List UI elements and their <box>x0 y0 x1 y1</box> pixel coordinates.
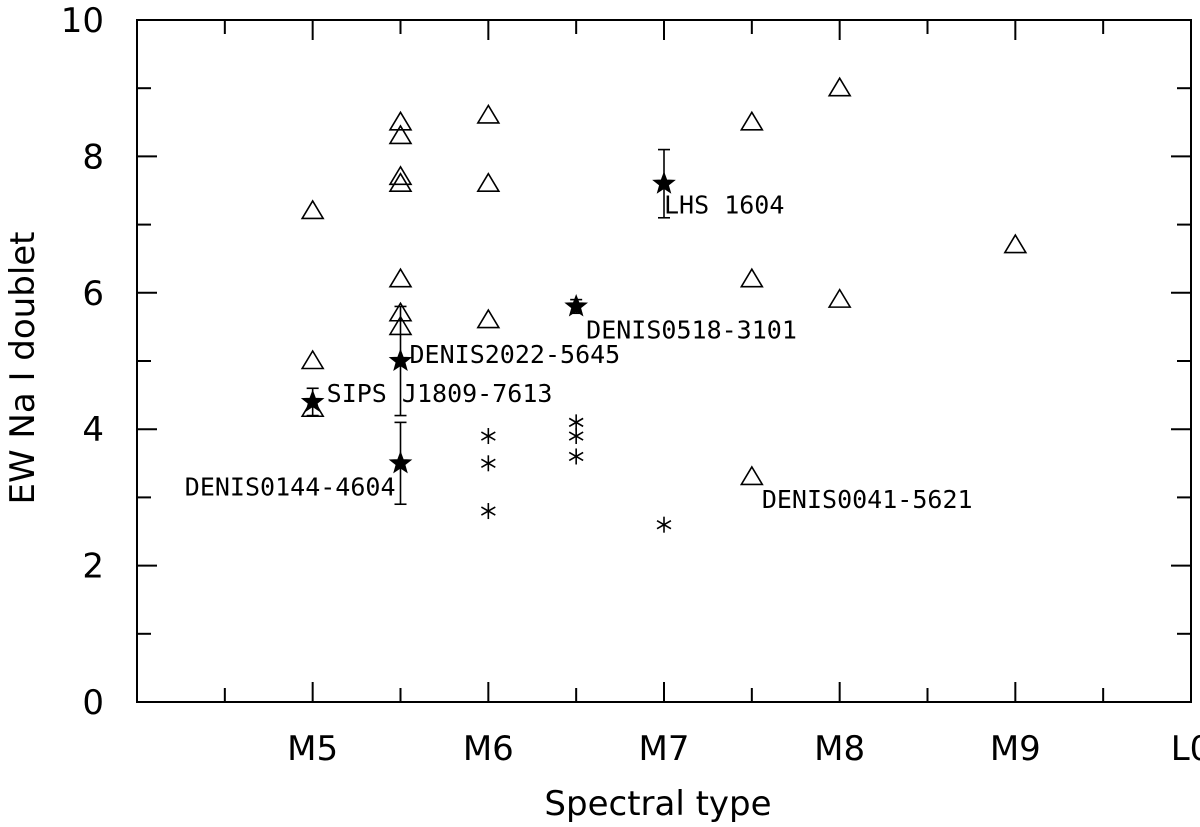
triangle-marker <box>388 165 413 186</box>
x-tick-label: M7 <box>639 729 690 769</box>
triangle-marker <box>388 301 413 322</box>
triangle-marker <box>300 349 325 370</box>
asterisk-marker <box>568 428 584 445</box>
data-markers <box>300 76 1028 533</box>
y-axis-title: EW Na I doublet <box>3 231 43 504</box>
asterisk-marker <box>656 516 672 533</box>
x-tick-label: M8 <box>814 729 865 769</box>
triangle-marker <box>300 199 325 220</box>
triangle-marker <box>388 110 413 131</box>
triangle-marker <box>476 172 501 192</box>
asterisk-stroke <box>480 506 496 516</box>
asterisk-marker <box>480 503 496 520</box>
y-tick-label: 2 <box>82 547 104 587</box>
y-tick-label: 0 <box>82 683 104 723</box>
annotation-label: LHS 1604 <box>664 191 784 220</box>
asterisk-stroke <box>656 519 672 530</box>
y-tick-label: 4 <box>82 410 104 450</box>
y-tick-label: 6 <box>82 274 104 314</box>
star-marker <box>652 171 676 194</box>
annotation-label: DENIS2022-5645 <box>410 340 621 369</box>
asterisk-stroke <box>568 431 584 441</box>
annotation-label: DENIS0144-4604 <box>185 472 396 501</box>
plot-frame <box>136 19 1192 703</box>
axis-tick-labels: M5 M6 M7 M8 M9 L0 0 2 4 6 8 10 <box>61 1 1200 769</box>
star-marker <box>388 348 413 372</box>
asterisk-stroke <box>480 431 496 441</box>
triangle-marker <box>388 315 413 336</box>
asterisk-stroke <box>568 451 584 462</box>
asterisk-stroke <box>568 417 584 428</box>
star-marker <box>388 450 413 474</box>
triangle-marker <box>476 308 501 329</box>
triangle-marker <box>827 288 852 308</box>
axis-ticks <box>136 19 1192 703</box>
asterisk-stroke <box>480 458 496 468</box>
triangle-marker <box>388 124 413 145</box>
triangle-marker <box>388 267 413 288</box>
x-axis-title: Spectral type <box>544 784 771 824</box>
x-tick-label: M6 <box>463 729 514 769</box>
annotation-label: DENIS0041-5621 <box>762 485 973 514</box>
asterisk-marker <box>480 428 496 445</box>
star-marker <box>300 389 325 412</box>
asterisk-marker <box>568 448 584 465</box>
star-marker <box>564 294 588 317</box>
x-tick-label: L0 <box>1171 729 1200 769</box>
annotation-label: DENIS0518-3101 <box>586 315 797 344</box>
triangle-marker <box>739 110 764 131</box>
annotation-label: SIPS J1809-7613 <box>327 379 553 408</box>
triangle-marker <box>739 267 764 288</box>
x-tick-label: M9 <box>990 729 1041 769</box>
triangle-marker <box>388 172 413 192</box>
asterisk-marker <box>480 455 496 472</box>
triangle-marker <box>476 103 501 124</box>
triangle-marker <box>827 76 852 97</box>
y-tick-label: 10 <box>61 1 104 41</box>
triangle-marker <box>739 465 764 486</box>
y-tick-label: 8 <box>82 137 104 177</box>
x-tick-label: M5 <box>287 729 338 769</box>
triangle-marker <box>1003 233 1028 254</box>
asterisk-marker <box>568 414 584 431</box>
